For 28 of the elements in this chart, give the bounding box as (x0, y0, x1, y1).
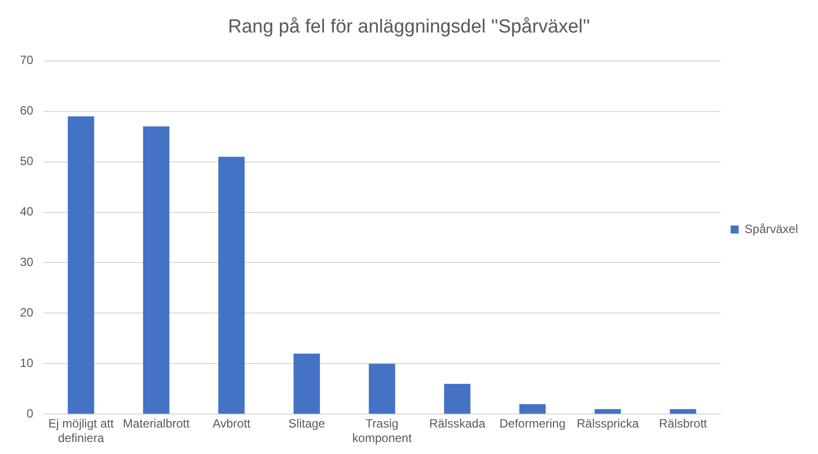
bar (68, 116, 94, 414)
y-tick-label: 30 (20, 255, 34, 270)
x-tick-label: Slitage (288, 416, 326, 431)
bar (218, 156, 245, 414)
y-tick-label: 70 (20, 53, 34, 68)
x-tick-label: Trasig komponent (352, 416, 412, 446)
y-tick-label: 40 (20, 204, 34, 219)
legend-label: Spårväxel (744, 222, 798, 236)
bar (670, 409, 696, 414)
y-tick-label: 0 (26, 406, 34, 421)
x-tick-label: Rälsbrott (658, 416, 708, 431)
bar (444, 384, 470, 414)
y-tick-label: 20 (20, 306, 34, 320)
x-tick-label: Ej möjligt att definiera (48, 416, 114, 446)
y-tick-label: 10 (20, 356, 34, 370)
x-tick-label: Rälsskada (429, 416, 486, 431)
x-tick-label: Materialbrott (122, 416, 190, 431)
chart-title: Rang på fel för anläggningsdel ''Spårväxel'' (228, 16, 590, 38)
bar (594, 409, 621, 414)
bar (519, 404, 546, 414)
y-tick-label: 50 (20, 154, 34, 168)
y-tick-label: 60 (20, 104, 34, 118)
x-tick-label: Rälsspricka (576, 416, 640, 431)
bar (368, 364, 396, 414)
bar (143, 126, 170, 414)
x-tick-label: Deformering (499, 416, 566, 431)
x-tick-label: Avbrott (212, 416, 252, 431)
bar (294, 354, 320, 414)
